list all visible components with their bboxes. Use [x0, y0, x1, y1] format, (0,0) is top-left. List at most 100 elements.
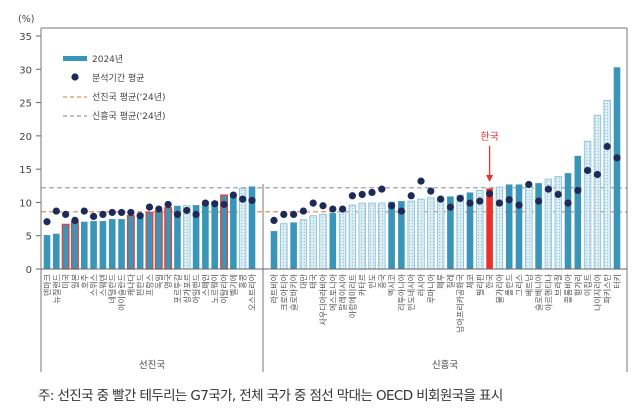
bar-파키스탄 [603, 100, 611, 270]
x-tick-label: 독일 [155, 274, 164, 289]
x-tick-label: 크로아티아 [279, 273, 289, 310]
bar-오스트리아 [248, 186, 256, 269]
avg-dot-슬로바키아 [290, 210, 298, 219]
avg-dot-싱가포르 [183, 206, 191, 215]
x-tick-label: 콜롬비아 [563, 273, 573, 303]
x-tick-label: 멕시코 [387, 274, 397, 296]
x-tick-label: 에스토니아 [328, 273, 338, 310]
x-tick-label: 카타르 [358, 274, 367, 296]
avg-dot-중국 [378, 185, 386, 193]
avg-dot-그리스 [515, 201, 523, 209]
avg-dot-이탈리아 [220, 200, 228, 209]
avg-dot-러시아 [417, 177, 425, 185]
bar-나이지리아 [593, 114, 602, 270]
y-tick-label: 15 [19, 165, 32, 176]
x-tick-label: 스웨덴 [98, 274, 108, 296]
x-tick-label: 리투아니아 [396, 273, 406, 310]
x-tick-label: 슬로바키아 [289, 273, 299, 310]
legend-dot-label: 분석기간 평균 [92, 73, 145, 84]
x-tick-label: 일본 [71, 274, 80, 289]
legend-bar-label: 2024년 [92, 54, 123, 65]
avg-dot-태국 [309, 199, 317, 207]
legend-adv-line-label: 선진국 평균('24년) [92, 92, 166, 103]
avg-dot-베트남 [525, 180, 533, 189]
bar-스페인 [202, 201, 209, 269]
x-tick-label: 칠레 [446, 274, 455, 289]
avg-dot-이집트 [584, 166, 592, 175]
x-tick-label: 아랍에미리트 [347, 274, 357, 318]
avg-dot-크로아티아 [280, 210, 288, 219]
x-tick-label: 라트비아 [269, 273, 279, 303]
bar-헝가리 [574, 155, 582, 269]
avg-dot-나이지리아 [593, 170, 602, 179]
x-tick-label: 말레이시아 [338, 273, 348, 310]
bar-독일 [154, 211, 163, 270]
avg-dot-벨기에 [229, 191, 237, 199]
bar-슬로바키아 [290, 222, 297, 269]
x-tick-label: 헝가리 [574, 274, 583, 296]
x-tick-label: 홍콩 [238, 274, 248, 289]
avg-dot-필리핀 [476, 197, 484, 205]
avg-dot-노르웨이 [211, 200, 219, 208]
avg-dot-오스트리아 [248, 196, 256, 205]
bar-영국 [164, 207, 173, 270]
y-unit-label: (%) [18, 14, 34, 25]
bar-벨기에 [230, 194, 237, 269]
x-tick-label: 터키 [613, 274, 622, 289]
x-tick-label: 이탈리아 [219, 273, 229, 303]
bar-인도네시아 [407, 200, 415, 270]
avg-dot-불가리아 [495, 199, 503, 207]
x-tick-label: 포르투갈 [173, 273, 182, 303]
bar-한국 [486, 188, 493, 269]
x-tick-label: 뉴질랜드 [51, 274, 61, 303]
bar-에스토니아 [329, 213, 337, 269]
x-tick-label: 페루 [436, 274, 446, 289]
bar-라트비아 [270, 231, 278, 269]
y-tick-label: 25 [19, 99, 32, 110]
legend: 2024년 분석기간 평균 선진국 평균('24년) 신흥국 평균('24년) [63, 54, 166, 122]
x-tick-label: 남아프리카공화국 [455, 274, 465, 333]
arrow-head-icon [486, 175, 494, 182]
y-tick-label: 10 [19, 198, 32, 209]
x-tick-label: 대만 [299, 273, 308, 288]
bar-대만 [299, 219, 308, 270]
avg-dot-터키 [613, 154, 621, 162]
legend-emg-line-label: 신흥국 평균('24년) [92, 110, 166, 122]
avg-dot-체코 [466, 199, 474, 207]
avg-dot-카타르 [358, 190, 366, 199]
avg-dot-페루 [437, 195, 445, 203]
x-tick-label: 프랑스 [145, 274, 155, 296]
x-tick-label: 중국 [378, 274, 387, 289]
bar-브라질 [554, 176, 562, 270]
x-tick-label: 오스트리아 [247, 273, 257, 310]
x-tick-label: 노르웨이 [210, 274, 220, 303]
bar-콜롬비아 [564, 173, 572, 269]
avg-dot-미국 [62, 210, 70, 219]
bar-아이슬란드 [118, 219, 125, 269]
avg-dot-네덜란드 [108, 208, 116, 217]
bar-칠레 [447, 196, 454, 269]
avg-dot-일본 [71, 216, 79, 225]
bar-태국 [309, 215, 317, 270]
bar-불가리아 [495, 186, 504, 270]
bar-터키 [613, 67, 621, 269]
x-tick-label: 폴란드 [504, 274, 514, 296]
avg-dot-브라질 [554, 190, 562, 199]
bar-스웨덴 [99, 221, 107, 269]
avg-dot-콜롬비아 [564, 199, 572, 207]
x-tick-label: 러시아 [416, 273, 426, 296]
x-tick-label: 아르헨티나 [543, 273, 553, 310]
x-tick-label: 브라질 [554, 274, 563, 296]
avg-dot-대만 [299, 207, 307, 215]
avg-dot-독일 [155, 205, 163, 213]
footnote: 주: 선진국 중 빨간 테두리는 G7국가, 전체 국가 중 점선 막대는 OE… [38, 388, 503, 404]
bar-덴마크 [43, 235, 51, 269]
x-tick-label: 베트남 [525, 273, 534, 296]
avg-dot-헝가리 [574, 186, 582, 195]
bar-크로아티아 [280, 223, 288, 270]
x-tick-label: 사우디아라비아 [318, 273, 328, 325]
x-tick-label: 스페인 [200, 274, 210, 296]
y-tick-label: 5 [26, 232, 32, 243]
avg-dot-에스토니아 [329, 205, 337, 213]
